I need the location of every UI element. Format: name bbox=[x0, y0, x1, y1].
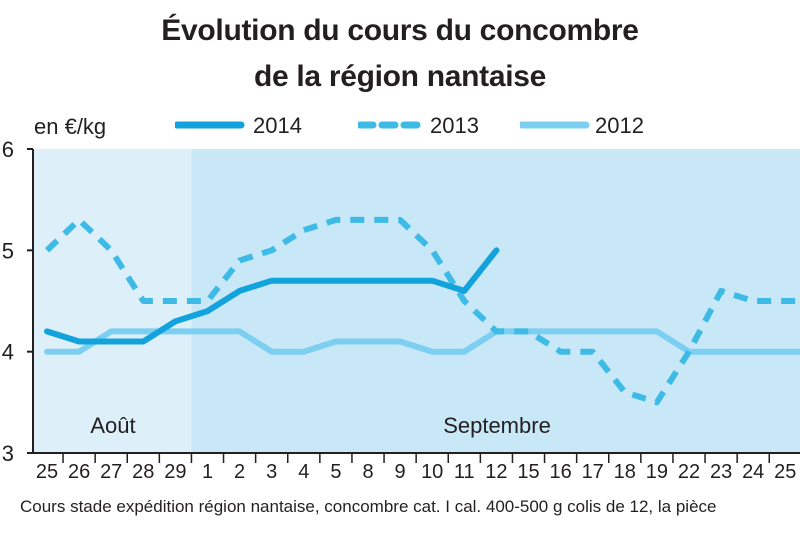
y-tick-label: 6 bbox=[2, 137, 14, 162]
period-label-aout: Août bbox=[90, 413, 135, 438]
x-tick-label: 19 bbox=[646, 461, 668, 483]
x-tick-label: 10 bbox=[421, 461, 443, 483]
legend-label-2013: 2013 bbox=[430, 113, 479, 138]
x-tick-label: 17 bbox=[582, 461, 604, 483]
x-tick-label: 8 bbox=[362, 461, 373, 483]
x-tick-label: 11 bbox=[454, 461, 475, 483]
chart-subtitle: de la région nantaise bbox=[253, 60, 547, 93]
period-label-septembre: Septembre bbox=[443, 413, 551, 438]
x-tick-label: 5 bbox=[330, 461, 341, 483]
x-tick-label: 3 bbox=[266, 461, 277, 483]
y-axis-unit-label: en €/kg bbox=[34, 114, 107, 139]
x-tick-label: 4 bbox=[298, 461, 309, 483]
x-tick-label: 1 bbox=[202, 461, 213, 483]
x-tick-label: 23 bbox=[710, 461, 732, 483]
september-shading bbox=[191, 149, 800, 453]
legend-line-2012 bbox=[520, 121, 590, 129]
legend-label-2014: 2014 bbox=[253, 113, 302, 138]
x-tick-label: 12 bbox=[485, 461, 507, 483]
y-tick-label: 3 bbox=[2, 441, 14, 466]
series-line-2014 bbox=[44, 247, 500, 345]
y-tick-label: 5 bbox=[2, 238, 14, 263]
x-tick-label: 2 bbox=[234, 461, 245, 483]
legend-line-2014 bbox=[175, 121, 245, 129]
x-tick-label: 29 bbox=[164, 461, 186, 483]
series-line-2013 bbox=[44, 216, 800, 406]
x-tick-label: 15 bbox=[517, 461, 539, 483]
source-footnote: Cours stade expédition région nantaise, … bbox=[20, 497, 717, 516]
x-tick-label: 18 bbox=[614, 461, 636, 483]
x-tick-label: 26 bbox=[68, 461, 90, 483]
x-tick-label: 25 bbox=[774, 461, 796, 483]
x-tick-label: 24 bbox=[742, 461, 764, 483]
legend-label-2012: 2012 bbox=[595, 113, 644, 138]
y-tick-label: 4 bbox=[2, 340, 14, 365]
x-tick-label: 9 bbox=[395, 461, 406, 483]
x-tick-label: 16 bbox=[549, 461, 571, 483]
x-tick-label: 25 bbox=[36, 461, 58, 483]
x-tick-label: 28 bbox=[132, 461, 154, 483]
legend-line-2013 bbox=[358, 121, 428, 129]
x-tick-label: 27 bbox=[100, 461, 122, 483]
chart-title: Évolution du cours du concombre bbox=[161, 14, 639, 47]
x-tick-label: 22 bbox=[678, 461, 700, 483]
